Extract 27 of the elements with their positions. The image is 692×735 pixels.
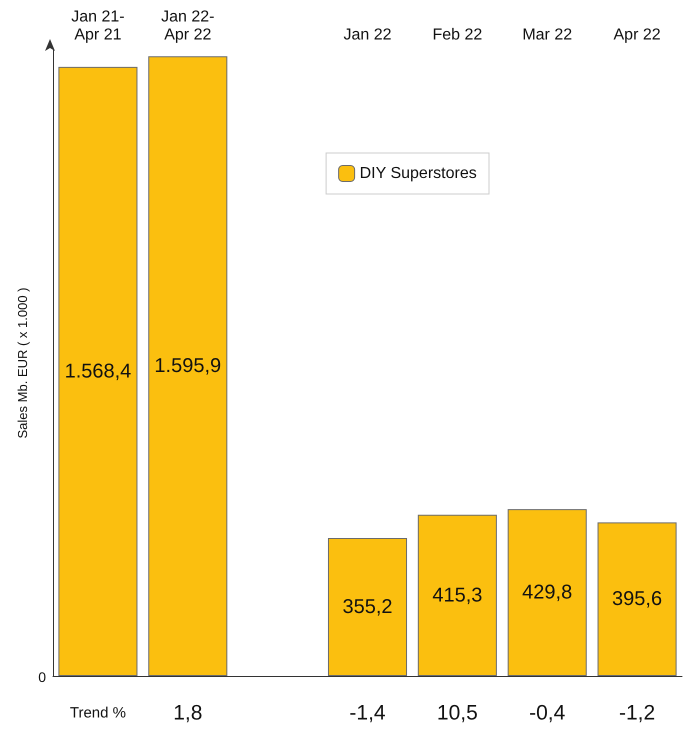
text: 0 <box>38 669 46 685</box>
bar <box>508 509 587 676</box>
text: -0,4 <box>529 702 566 724</box>
data-label: 415,3 <box>432 584 482 606</box>
text: -1,2 <box>618 702 656 724</box>
x-tick-label: Apr 22 <box>614 26 661 44</box>
x-tick-label: Jan 21- Apr 21 <box>71 8 125 44</box>
bar <box>148 56 228 676</box>
data-label: 1.568,4 <box>64 360 132 382</box>
x-tick-label: Jan 22- Apr 22 <box>161 8 214 44</box>
data-label: 395,6 <box>612 588 662 610</box>
bar <box>328 538 408 676</box>
legend-label: DIY Superstores <box>360 165 477 182</box>
x-tick-label: Jan 22 <box>343 26 392 44</box>
bar <box>418 514 497 676</box>
data-label: 429,8 <box>522 582 572 604</box>
data-label: 1.595,9 <box>154 355 222 378</box>
text: 1,8 <box>173 702 202 724</box>
y-axis-title: Sales Mb. EUR ( x 1.000 ) <box>15 288 30 438</box>
x-tick-label: Feb 22 <box>432 26 482 44</box>
text: 10,5 <box>436 702 478 724</box>
text: -1,4 <box>349 702 386 724</box>
data-label: 355,2 <box>342 596 393 618</box>
bar <box>58 66 138 676</box>
text: Trend % <box>70 704 126 722</box>
x-tick-label: Mar 22 <box>522 26 572 44</box>
bar <box>598 522 677 676</box>
